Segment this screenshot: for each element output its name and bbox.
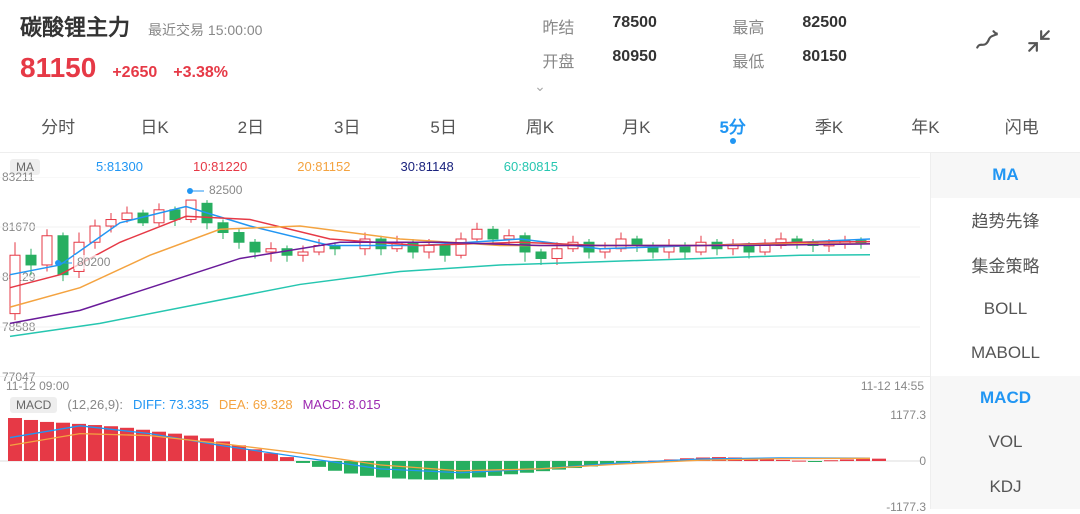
time-end: 11-12 14:55 xyxy=(861,379,924,393)
ma-legend-4: 60:80815 xyxy=(504,159,558,175)
collapse-icon[interactable] xyxy=(1026,28,1052,59)
open-label: 开盘 xyxy=(542,48,582,72)
ma-legend-1: 10:81220 xyxy=(193,159,247,175)
indicator-top-0[interactable]: MA xyxy=(931,153,1080,198)
open-value: 80950 xyxy=(612,48,702,72)
tab-0[interactable]: 分时 xyxy=(10,113,106,142)
macd-y-tick: -1177.3 xyxy=(886,500,926,514)
ma-legend: MA5:8130010:8122020:8115230:8114860:8081… xyxy=(0,153,930,177)
macd-params: (12,26,9): xyxy=(67,397,123,412)
tab-9[interactable]: 年K xyxy=(877,113,973,142)
indicator-top-2[interactable]: 集金策略 xyxy=(931,242,1080,287)
ma-legend-2: 20:81152 xyxy=(297,159,350,175)
tab-2[interactable]: 2日 xyxy=(203,113,299,142)
macd-y-tick: 0 xyxy=(919,454,926,468)
ma-legend-3: 30:81148 xyxy=(401,159,454,175)
tab-10[interactable]: 闪电 xyxy=(974,113,1070,142)
indicator-bottom-0[interactable]: MACD xyxy=(931,376,1080,421)
stats-grid: 昨结 78500 最高 82500 开盘 80950 最低 80150 xyxy=(542,10,892,72)
indicator-bottom-2[interactable]: KDJ xyxy=(931,465,1080,510)
header: 碳酸锂主力 最近交易 15:00:00 81150 +2650 +3.38% 昨… xyxy=(0,0,1080,84)
indicator-top-1[interactable]: 趋势先锋 xyxy=(931,198,1080,243)
tab-4[interactable]: 5日 xyxy=(395,113,491,142)
macd-legend-dea: DEA: 69.328 xyxy=(219,397,293,412)
tab-7[interactable]: 5分 xyxy=(685,113,781,142)
instrument-title: 碳酸锂主力 xyxy=(20,10,130,42)
high-label: 最高 xyxy=(732,14,772,38)
timeframe-tabs: 分时日K2日3日5日周K月K5分季K年K闪电 xyxy=(0,95,1080,153)
low-label: 最低 xyxy=(732,48,772,72)
tab-6[interactable]: 月K xyxy=(588,113,684,142)
ma-legend-0: 5:81300 xyxy=(96,159,143,175)
macd-legend-diff: DIFF: 73.335 xyxy=(133,397,209,412)
prev-close-label: 昨结 xyxy=(542,14,582,38)
tab-1[interactable]: 日K xyxy=(106,113,202,142)
price-change-pct: +3.38% xyxy=(173,64,228,82)
tab-8[interactable]: 季K xyxy=(781,113,877,142)
macd-legend-macd: MACD: 8.015 xyxy=(303,397,381,412)
last-price: 81150 xyxy=(20,52,96,84)
indicator-bottom-1[interactable]: VOL xyxy=(931,420,1080,465)
macd-pill: MACD xyxy=(10,397,57,413)
draw-icon[interactable] xyxy=(974,28,1000,59)
price-callout: 80200 xyxy=(74,255,113,269)
indicator-top-3[interactable]: BOLL xyxy=(931,287,1080,332)
low-value: 80150 xyxy=(802,48,892,72)
time-axis: 11-12 09:00 11-12 14:55 xyxy=(0,377,930,393)
title-block: 碳酸锂主力 最近交易 15:00:00 81150 +2650 +3.38% xyxy=(20,10,262,84)
indicator-panel: MA趋势先锋集金策略BOLLMABOLLMACDVOLKDJ xyxy=(930,153,1080,509)
macd-legend: MACD (12,26,9): DIFF: 73.335 DEA: 69.328 MAC… xyxy=(0,393,930,415)
indicator-top-4[interactable]: MABOLL xyxy=(931,331,1080,376)
high-value: 82500 xyxy=(802,14,892,38)
macd-y-tick: 1177.3 xyxy=(890,408,926,422)
tab-3[interactable]: 3日 xyxy=(299,113,395,142)
macd-chart[interactable]: 1177.30-1177.3 xyxy=(0,415,930,507)
trade-time: 最近交易 15:00:00 xyxy=(148,20,262,40)
price-chart[interactable]: 8321181670801297858877047 8250080200 xyxy=(0,177,930,377)
tab-5[interactable]: 周K xyxy=(492,113,588,142)
price-change: +2650 xyxy=(112,64,157,82)
prev-close-value: 78500 xyxy=(612,14,702,38)
price-callout: 82500 xyxy=(206,183,245,197)
